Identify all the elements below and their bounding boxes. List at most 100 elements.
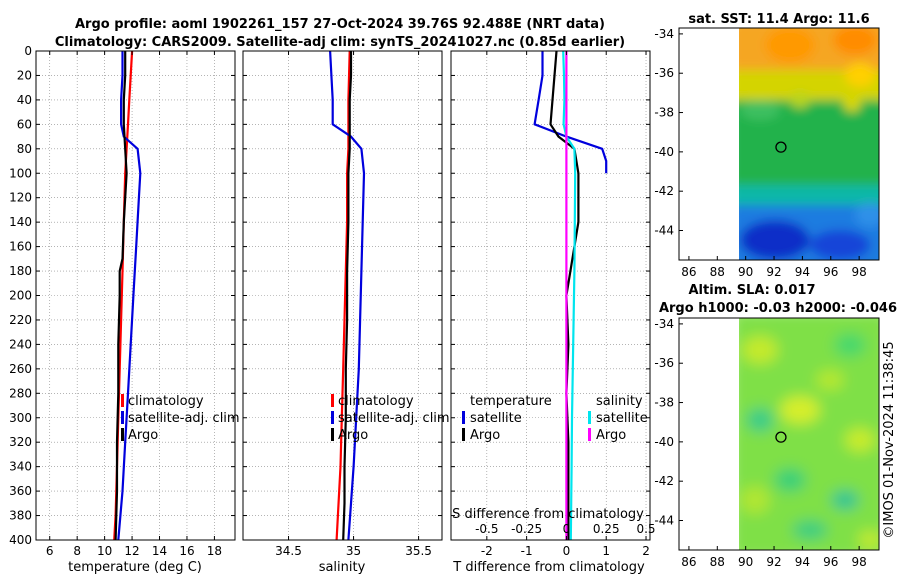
- difference-xlabel: T difference from climatology: [452, 560, 645, 575]
- series-line-temperature-satellite: [533, 51, 608, 174]
- map-x-tick-label: 92: [766, 265, 781, 279]
- difference-xlabel-salinity: S difference from climatology: [452, 507, 644, 522]
- legend-label-argo: Argo: [128, 428, 158, 443]
- legend-title-salinity: salinity: [596, 394, 643, 409]
- map-y-tick-label: -42: [654, 474, 674, 488]
- map-x-tick-label: 96: [823, 265, 838, 279]
- difference-legend: temperature satellite Argo salinity sate…: [462, 394, 648, 443]
- difference-panel: -2 -1 0 1 2 -0.5 -0.25 0 0.25 0.5: [450, 50, 656, 558]
- sst-map: [739, 28, 879, 260]
- x-tick-label: 8: [73, 544, 81, 558]
- sla-map-title-2: Argo h1000: -0.03 h2000: -0.046: [659, 301, 897, 316]
- argo-location-marker: [775, 431, 787, 443]
- sst-field: [739, 28, 879, 260]
- x2-tick-label: -0.25: [511, 522, 542, 536]
- y-tick-label: 20: [17, 68, 32, 82]
- legend-label-satellite: satellite-adj. clim: [338, 411, 450, 426]
- x-tick-label: 34.5: [275, 544, 302, 558]
- grid: [243, 51, 442, 540]
- map-x-tick-label: 94: [795, 555, 810, 569]
- legend-swatch-climatology: [331, 394, 334, 407]
- x-tick-label: -2: [481, 544, 493, 558]
- y-tick-label: 40: [17, 93, 32, 107]
- series-line-argo: [114, 51, 128, 540]
- map-frame: [678, 317, 880, 551]
- temperature-legend: climatology satellite-adj. clim Argo: [121, 394, 240, 443]
- legend-swatch-climatology: [121, 394, 124, 407]
- map-x-tick-label: 88: [710, 265, 725, 279]
- map-y-tick-label: -38: [654, 396, 674, 410]
- legend-label-s-satellite: satellite: [596, 411, 648, 426]
- y-tick-label: 140: [9, 215, 32, 229]
- y-tick-label: 360: [9, 484, 32, 498]
- sla-map-axes: 86 88 90 92 94 96 98 -34 -36 -38 -40 -42 -44: [654, 317, 880, 569]
- x-tick-label: 2: [642, 544, 650, 558]
- map-frame: [678, 27, 880, 261]
- y-tick-label: 60: [17, 117, 32, 131]
- grid: [36, 51, 235, 540]
- x2-tick-label: 0.25: [593, 522, 620, 536]
- map-x-tick-label: 90: [738, 555, 753, 569]
- map-x-tick-label: 96: [823, 555, 838, 569]
- sst-map-axes: 86 88 90 92 94 96 98 -34 -36 -38 -40 -42 -44: [654, 27, 880, 279]
- legend-label-climatology: climatology: [128, 394, 204, 409]
- legend-label-climatology: climatology: [338, 394, 414, 409]
- y-tick-label: 220: [9, 313, 32, 327]
- legend-label-satellite: satellite-adj. clim: [128, 411, 240, 426]
- sst-map-title: sat. SST: 11.4 Argo: 11.6: [688, 12, 869, 27]
- x-tick-label: 10: [97, 544, 112, 558]
- legend-title-temperature: temperature: [470, 394, 552, 409]
- y-tick-label: 240: [9, 337, 32, 351]
- x-tick-label: 12: [124, 544, 139, 558]
- y-tick-label: 180: [9, 264, 32, 278]
- x-tick-label: 0: [563, 544, 571, 558]
- map-x-tick-label: 92: [766, 555, 781, 569]
- map-y-tick-label: -44: [654, 514, 674, 528]
- y-tick-label: 380: [9, 509, 32, 523]
- series-group: [533, 51, 608, 540]
- salinity-legend: climatology satellite-adj. clim Argo: [331, 394, 450, 443]
- legend-swatch-satellite: [331, 411, 334, 424]
- y-tick-label: 0: [24, 44, 32, 58]
- map-y-tick-label: -36: [654, 66, 674, 80]
- legend-swatch-argo: [121, 428, 124, 441]
- legend-label-t-satellite: satellite: [470, 411, 522, 426]
- map-x-tick-label: 86: [681, 265, 696, 279]
- temperature-panel: 6 8 10 12 14 16 180204060801001201401601802002…: [9, 44, 236, 558]
- x-tick-label: 35: [346, 544, 361, 558]
- legend-swatch-s-satellite: [588, 411, 591, 424]
- legend-swatch-s-argo: [588, 428, 591, 441]
- series-line-climatology: [335, 51, 351, 540]
- x-tick-label: 16: [179, 544, 194, 558]
- map-y-tick-label: -34: [654, 317, 674, 331]
- sla-map: [739, 318, 879, 550]
- x2-tick-label: 0: [563, 522, 571, 536]
- y-tick-label: 400: [9, 533, 32, 547]
- x-tick-label: -1: [521, 544, 533, 558]
- map-x-tick-label: 94: [795, 265, 810, 279]
- legend-swatch-t-argo: [462, 428, 465, 441]
- map-x-tick-label: 98: [852, 265, 867, 279]
- y-tick-label: 200: [9, 289, 32, 303]
- y-tick-label: 340: [9, 460, 32, 474]
- temperature-xlabel: temperature (deg C): [68, 560, 202, 575]
- map-y-tick-label: -34: [654, 27, 674, 41]
- legend-swatch-argo: [331, 428, 334, 441]
- legend-swatch-t-satellite: [462, 411, 465, 424]
- series-line-satellite-adj-clim: [117, 51, 142, 540]
- salinity-xlabel: salinity: [319, 560, 366, 575]
- map-y-tick-label: -36: [654, 356, 674, 370]
- x-tick-label: 18: [207, 544, 222, 558]
- x2-tick-label: -0.5: [475, 522, 498, 536]
- x-tick-label: 14: [152, 544, 167, 558]
- sla-field: [739, 318, 879, 550]
- y-tick-label: 80: [17, 142, 32, 156]
- series-line-satellite-adj-clim: [329, 51, 366, 540]
- legend-swatch-satellite: [121, 411, 124, 424]
- y-tick-label: 280: [9, 386, 32, 400]
- map-x-tick-label: 86: [681, 555, 696, 569]
- series-line-salinity-satellite: [562, 51, 577, 540]
- map-y-tick-label: -40: [654, 145, 674, 159]
- map-x-tick-label: 88: [710, 555, 725, 569]
